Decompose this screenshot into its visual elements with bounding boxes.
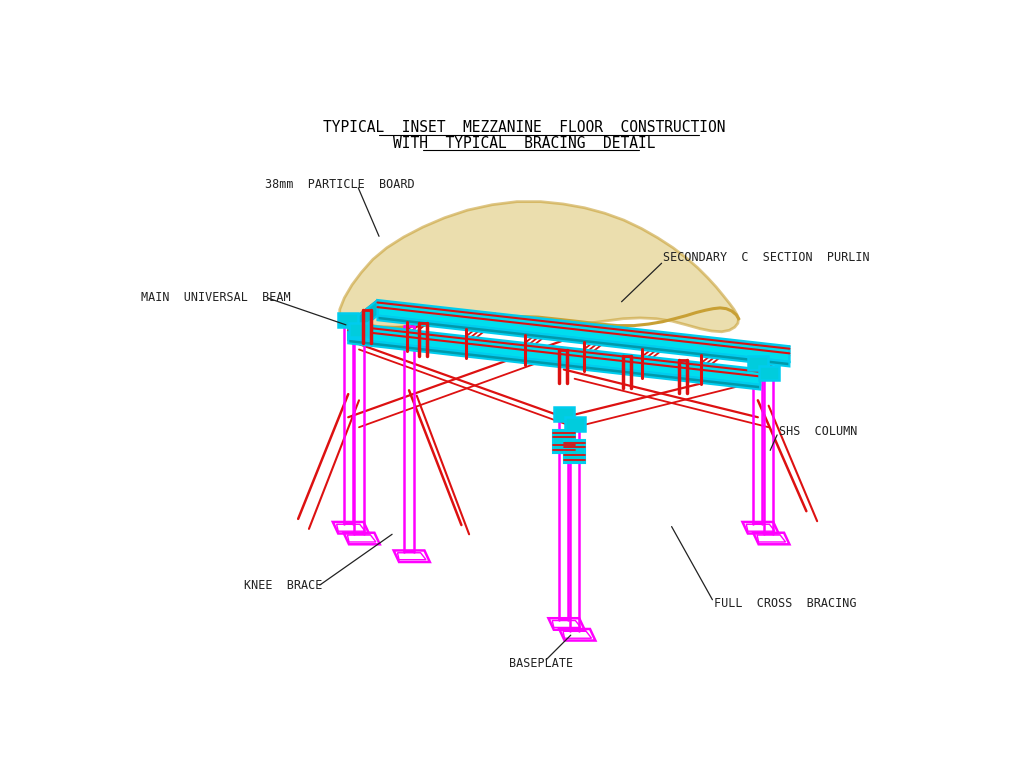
Text: SECONDARY  C  SECTION  PURLIN: SECONDARY C SECTION PURLIN	[663, 250, 870, 264]
Text: 38mm  PARTICLE  BOARD: 38mm PARTICLE BOARD	[265, 178, 415, 192]
Text: WITH  TYPICAL  BRACING  DETAIL: WITH TYPICAL BRACING DETAIL	[392, 135, 655, 151]
Polygon shape	[564, 439, 586, 463]
Polygon shape	[748, 356, 768, 370]
Polygon shape	[349, 300, 377, 339]
Polygon shape	[339, 202, 739, 332]
Polygon shape	[377, 300, 789, 362]
Text: MAIN  UNIVERSAL  BEAM: MAIN UNIVERSAL BEAM	[141, 292, 290, 304]
Polygon shape	[554, 407, 573, 421]
Text: BASEPLATE: BASEPLATE	[509, 657, 573, 670]
Polygon shape	[553, 429, 574, 453]
Text: TYPICAL  INSET  MEZZANINE  FLOOR  CONSTRUCTION: TYPICAL INSET MEZZANINE FLOOR CONSTRUCTI…	[323, 120, 725, 135]
Polygon shape	[564, 418, 585, 431]
Polygon shape	[349, 323, 760, 385]
Text: SHS  COLUMN: SHS COLUMN	[779, 425, 857, 438]
Polygon shape	[377, 316, 789, 367]
Text: FULL  CROSS  BRACING: FULL CROSS BRACING	[714, 597, 856, 610]
Polygon shape	[338, 314, 359, 327]
Polygon shape	[349, 323, 369, 337]
Polygon shape	[349, 339, 760, 389]
Text: KNEE  BRACE: KNEE BRACE	[244, 579, 323, 592]
Polygon shape	[758, 366, 779, 379]
